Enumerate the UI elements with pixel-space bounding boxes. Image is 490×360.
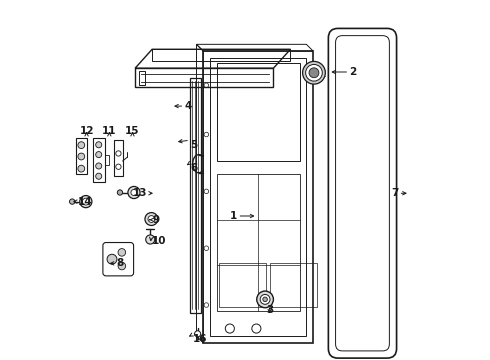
Bar	[105, 156, 109, 165]
Bar	[219, 264, 267, 307]
Text: 9: 9	[152, 215, 159, 225]
Circle shape	[107, 254, 117, 264]
Bar	[139, 71, 146, 85]
Text: 6: 6	[190, 163, 197, 173]
Circle shape	[303, 62, 325, 84]
Circle shape	[116, 151, 121, 156]
Circle shape	[116, 164, 121, 170]
Text: 8: 8	[116, 258, 123, 268]
Circle shape	[309, 68, 319, 78]
Bar	[114, 140, 122, 176]
Circle shape	[118, 262, 125, 270]
Circle shape	[145, 213, 158, 225]
Bar	[270, 264, 317, 307]
Circle shape	[148, 216, 155, 222]
Circle shape	[131, 189, 137, 195]
Circle shape	[78, 142, 85, 149]
Circle shape	[146, 235, 155, 244]
Text: 4: 4	[184, 101, 192, 111]
Text: 14: 14	[78, 197, 93, 207]
Circle shape	[306, 64, 322, 81]
Circle shape	[117, 190, 122, 195]
Text: 16: 16	[193, 334, 208, 344]
Text: 11: 11	[102, 126, 117, 136]
Bar	[75, 138, 87, 174]
Circle shape	[96, 142, 102, 148]
Text: 5: 5	[190, 140, 197, 150]
Circle shape	[78, 165, 85, 172]
Circle shape	[118, 249, 125, 256]
Text: 7: 7	[391, 188, 398, 198]
Text: 1: 1	[230, 211, 238, 221]
Circle shape	[195, 331, 201, 337]
Bar	[93, 138, 105, 182]
Circle shape	[82, 198, 89, 205]
Circle shape	[96, 173, 102, 179]
Circle shape	[260, 294, 270, 304]
Bar	[217, 174, 300, 311]
Circle shape	[128, 186, 140, 199]
Circle shape	[78, 153, 85, 160]
Text: 2: 2	[349, 67, 356, 77]
Circle shape	[70, 199, 75, 204]
Circle shape	[263, 297, 268, 302]
Bar	[217, 63, 300, 161]
Circle shape	[96, 163, 102, 169]
Bar	[210, 58, 306, 336]
Text: 3: 3	[266, 305, 273, 315]
Text: 10: 10	[151, 236, 166, 246]
Circle shape	[96, 152, 102, 158]
Text: 13: 13	[133, 188, 147, 198]
Text: 15: 15	[125, 126, 140, 136]
Circle shape	[80, 195, 92, 208]
Circle shape	[257, 291, 273, 308]
Text: 12: 12	[79, 126, 94, 136]
